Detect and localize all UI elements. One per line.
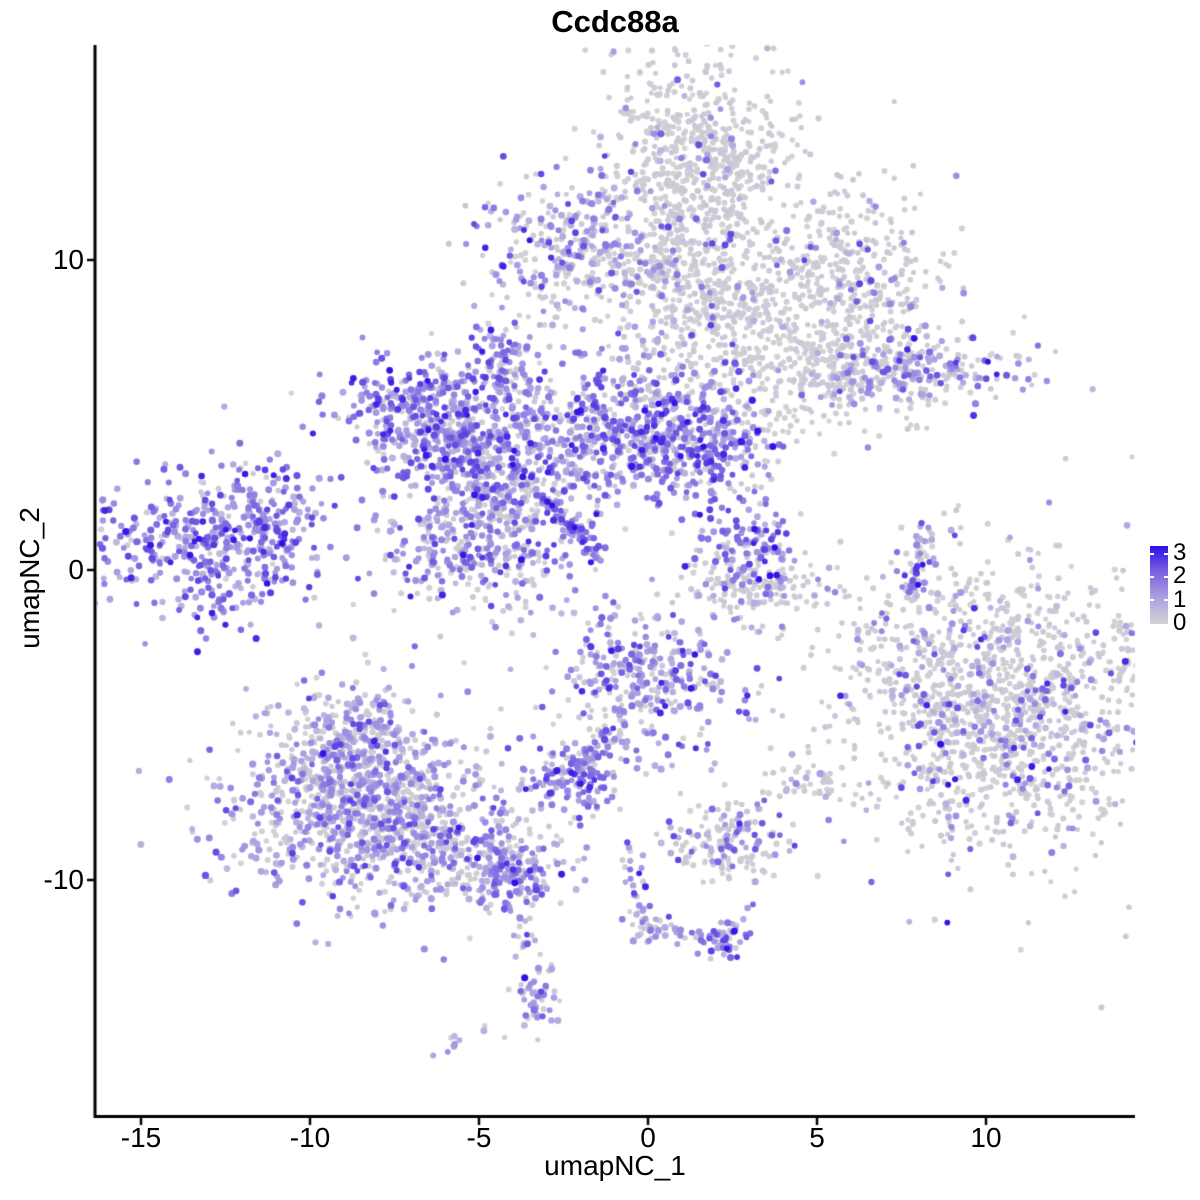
legend-tick-notch — [1164, 553, 1168, 555]
legend-colorbar — [1150, 546, 1168, 624]
x-tick-label: -15 — [120, 1122, 162, 1153]
legend-tick-label: 2 — [1173, 562, 1187, 590]
legend-tick-notch — [1150, 553, 1154, 555]
x-tick-label: 10 — [970, 1122, 1002, 1153]
legend-tick-label: 3 — [1173, 539, 1187, 566]
legend-tick-notch — [1150, 576, 1154, 578]
legend-tick-notch — [1164, 576, 1168, 578]
legend-tick-label: 0 — [1173, 608, 1187, 636]
x-tick-label: -10 — [289, 1122, 331, 1153]
y-tick-label: 0 — [68, 554, 84, 585]
plot-title: Ccdc88a — [551, 4, 679, 39]
y-tick-label: 10 — [52, 244, 84, 275]
x-tick-label: 5 — [809, 1122, 825, 1153]
legend-tick-notch — [1164, 599, 1168, 601]
x-tick-label: 0 — [640, 1122, 656, 1153]
x-tick-label: -5 — [466, 1122, 492, 1153]
y-tick-label: -10 — [43, 864, 84, 895]
legend-tick-label: 1 — [1173, 585, 1187, 613]
legend-tick-notch — [1150, 599, 1154, 601]
x-axis-title: umapNC_1 — [544, 1150, 686, 1181]
